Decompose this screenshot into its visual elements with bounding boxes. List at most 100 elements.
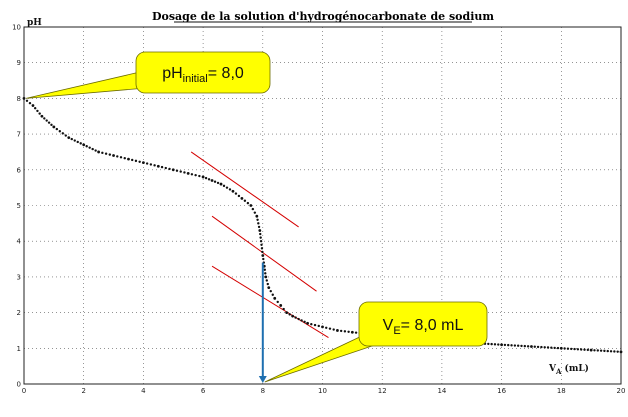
curve-dot: [70, 137, 73, 141]
y-tick-label: 10: [12, 24, 21, 32]
curve-dot: [262, 257, 265, 261]
curve-dot: [563, 347, 566, 350]
curve-dot: [264, 272, 267, 275]
data-point: [40, 114, 44, 118]
curve-dot: [533, 345, 536, 348]
curve-dot: [198, 174, 201, 178]
curve-dot: [246, 201, 250, 205]
curve-dot: [596, 349, 599, 352]
curve-dot: [64, 134, 67, 137]
curve-dot: [164, 166, 167, 170]
data-point: [97, 150, 101, 154]
curve-dot: [260, 247, 264, 250]
data-point: [306, 321, 309, 325]
data-point: [142, 161, 145, 165]
curve-dot: [175, 169, 179, 172]
curve-dot: [493, 343, 497, 346]
curve-dot: [207, 178, 211, 181]
data-point: [231, 189, 235, 193]
curve-dot: [328, 327, 332, 330]
y-axis-label: pH: [27, 18, 42, 28]
curve-dot: [300, 319, 303, 322]
equivalence-arrowhead: [258, 376, 267, 383]
curve-dot: [138, 160, 141, 163]
curve-dot: [79, 142, 82, 145]
ph-initial-label: pHinitial= 8,0: [162, 65, 244, 85]
data-point: [186, 171, 190, 175]
data-point: [112, 154, 115, 157]
y-tick-label: 7: [17, 131, 21, 139]
ve-box: [358, 301, 488, 347]
curve-dot: [228, 188, 232, 191]
curve-dot: [257, 222, 260, 225]
curve-dot: [225, 186, 229, 189]
data-point: [22, 97, 26, 100]
curve-dot: [303, 320, 306, 324]
data-point: [279, 304, 283, 307]
curve-dot: [332, 328, 335, 331]
equivalence-marker: [258, 262, 267, 383]
curve-dot: [507, 343, 510, 347]
curve-dot: [33, 107, 37, 110]
curve-dot: [73, 139, 76, 142]
curve-dot: [553, 346, 556, 350]
curve-dot: [556, 346, 560, 350]
curve-dot: [566, 347, 570, 350]
data-point: [127, 157, 130, 161]
curve-dot: [234, 192, 238, 195]
data-point: [31, 104, 35, 107]
data-point: [589, 348, 593, 352]
curve-dot: [576, 348, 580, 351]
curve-dot: [503, 343, 507, 347]
curve-dot: [204, 176, 208, 180]
data-point: [321, 325, 324, 329]
curve-dot: [58, 130, 62, 133]
curve-dot: [91, 147, 94, 151]
curve-dot: [256, 218, 259, 221]
data-point: [258, 229, 262, 232]
curve-dot: [38, 112, 41, 115]
curve-dot: [325, 326, 328, 329]
data-point: [240, 196, 244, 200]
data-point: [156, 164, 160, 168]
curve-dot: [265, 279, 268, 282]
y-tick-label: 8: [17, 95, 21, 103]
curve-dot: [153, 164, 156, 167]
x-tick-label: 10: [318, 387, 327, 395]
curve-dot: [190, 173, 194, 176]
x-tick-label: 20: [617, 387, 626, 395]
curve-dot: [271, 293, 274, 296]
data-point: [52, 125, 56, 129]
curve-dot: [259, 232, 262, 236]
data-point: [264, 275, 268, 279]
data-point: [350, 330, 354, 334]
curve-dot: [94, 149, 97, 152]
curve-dot: [104, 152, 108, 155]
y-tick-label: 4: [17, 238, 22, 246]
data-point: [249, 204, 253, 207]
curve-dot: [583, 348, 586, 351]
curve-dot: [593, 349, 596, 352]
data-point: [82, 143, 86, 147]
ve-label: VE= 8,0 mL: [383, 317, 464, 337]
curve-dot: [523, 344, 527, 348]
x-tick-label: 14: [437, 387, 446, 395]
data-point: [210, 179, 214, 182]
curve-dot: [61, 132, 65, 135]
curve-dot: [310, 323, 313, 326]
x-tick-label: 12: [378, 387, 387, 395]
curve-dot: [194, 173, 197, 177]
curve-dot: [119, 156, 123, 159]
x-tick-label: 4: [141, 387, 146, 395]
curve-dot: [45, 119, 48, 122]
curve-dot: [253, 211, 257, 214]
curve-dot: [317, 324, 320, 328]
y-tick-label: 6: [17, 166, 22, 174]
curve-dot: [131, 158, 134, 162]
curve-dot: [313, 323, 317, 327]
curve-dot: [251, 207, 255, 211]
curve-dot: [516, 344, 520, 347]
data-point: [530, 345, 533, 348]
x-tick-label: 18: [557, 387, 566, 395]
